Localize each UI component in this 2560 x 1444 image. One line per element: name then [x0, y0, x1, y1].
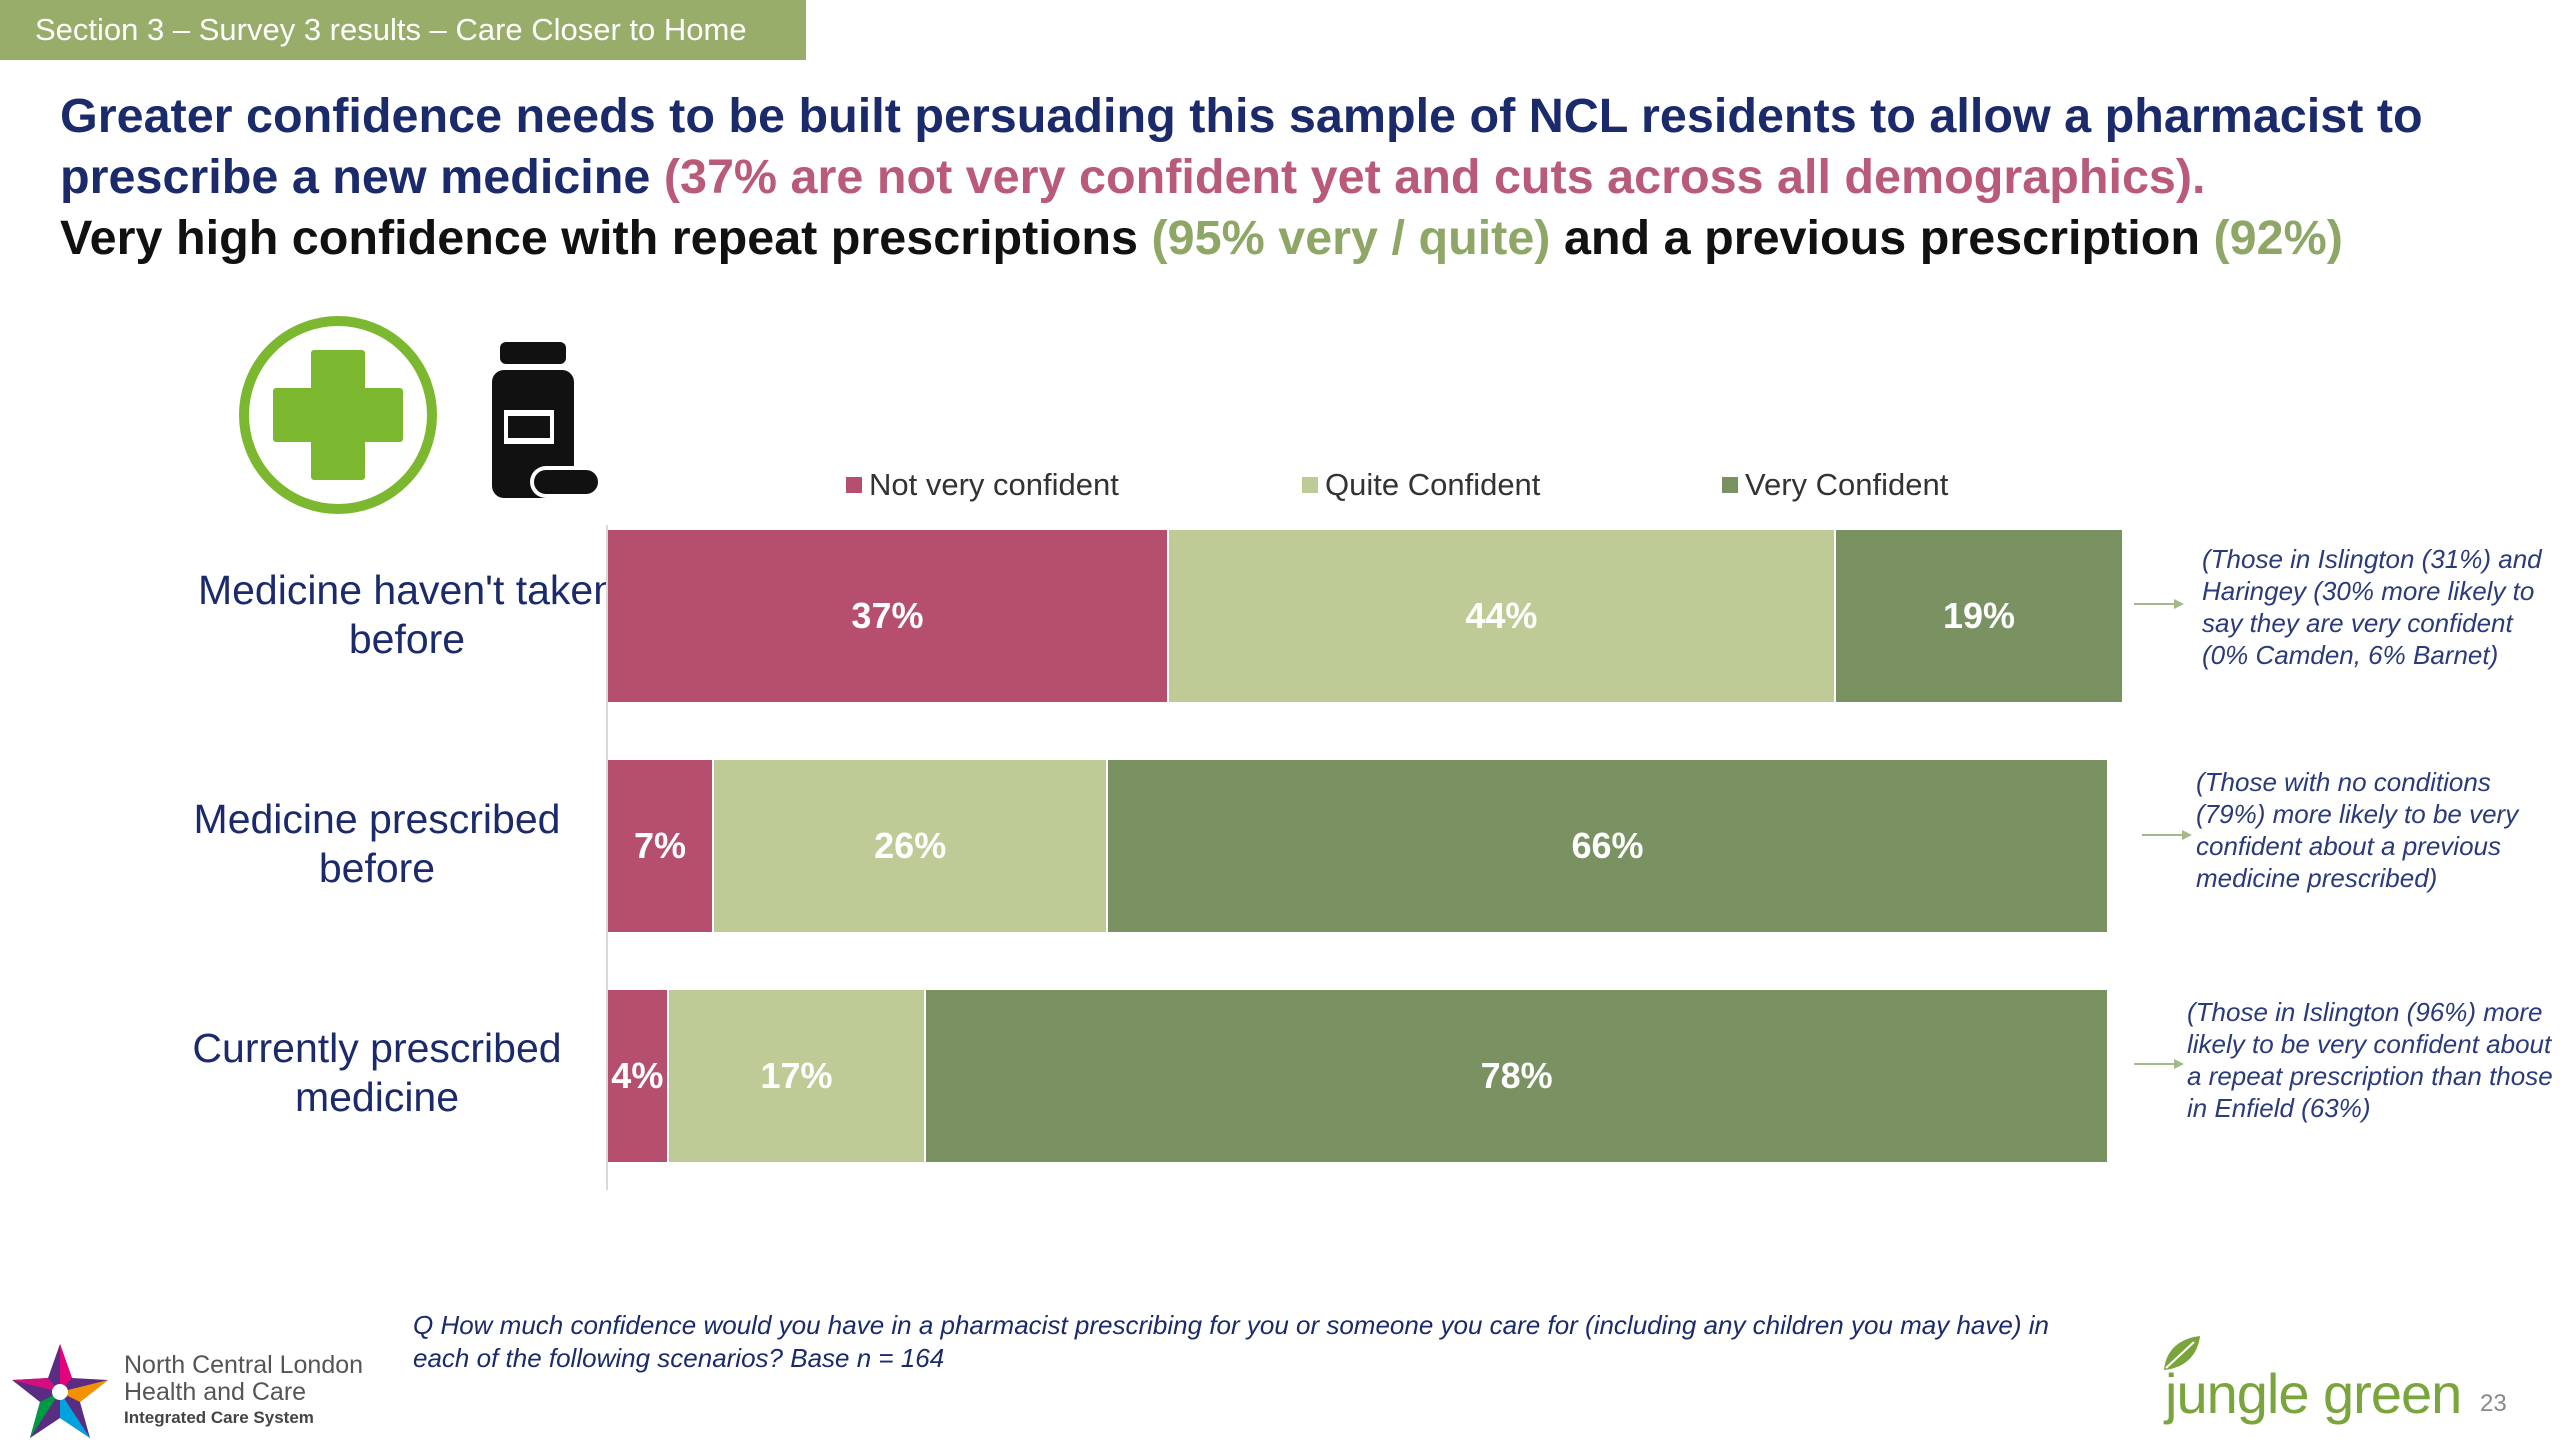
data-label-very-3: 78% [1480, 1055, 1553, 1096]
medicine-bottle-icon [492, 342, 602, 498]
ncl-logo-text: North Central London Health and Care Int… [124, 1352, 363, 1430]
bar-quite-2: 26% [714, 760, 1109, 932]
headline-part-6: (92%) [2213, 211, 2343, 265]
legend-swatch-very [1722, 477, 1738, 493]
ncl-line-2: Health and Care [124, 1378, 307, 1406]
headline-part-1: Greater confidence needs to be built per… [60, 89, 2423, 204]
data-label-not-very-1: 37% [851, 595, 924, 636]
bar-very-1: 19% [1835, 530, 2124, 702]
survey-question: Q How much confidence would you have in … [413, 1310, 2049, 1373]
headline: Greater confidence needs to be built per… [60, 86, 2500, 269]
leaf-icon [2164, 1336, 2200, 1370]
headline-part-3: Very high confidence with repeat prescri… [60, 211, 1139, 265]
data-label-not-very-3: 4% [611, 1055, 664, 1096]
bar-very-3: 78% [926, 990, 2109, 1162]
arrow-icon [2142, 830, 2192, 840]
bar-not-very-1: 37% [608, 530, 1169, 702]
legend-swatch-quite [1302, 477, 1318, 493]
arrow-icon [2134, 599, 2184, 609]
chart-axis-line [606, 525, 608, 1190]
legend-quite-confident: Quite Confident [1302, 463, 1540, 507]
headline-part-2: (37% are not very confident yet and cuts… [663, 150, 2206, 204]
data-label-not-very-2: 7% [634, 825, 687, 866]
legend-not-very-confident: Not very confident [846, 463, 1119, 507]
note-new-medicine: (Those in Islington (31%) and Haringey (… [2202, 544, 2542, 670]
chart-legend: Not very confident Quite Confident Very … [0, 463, 2560, 507]
data-label-quite-3: 17% [760, 1055, 833, 1096]
data-label-very-2: 66% [1571, 825, 1644, 866]
category-label-new-medicine: Medicine haven't taken before [197, 567, 617, 662]
data-label-quite-1: 44% [1465, 595, 1538, 636]
page-number: 23 [2480, 1390, 2507, 1417]
note-prescribed-before: (Those with no conditions (79%) more lik… [2196, 767, 2519, 893]
category-label-prescribed-before: Medicine prescribed before [193, 796, 561, 891]
legend-swatch-not-very [846, 477, 862, 493]
data-label-quite-2: 26% [874, 825, 947, 866]
legend-label-very: Very Confident [1745, 467, 1949, 502]
category-label-currently-prescribed: Currently prescribed medicine [192, 1025, 562, 1120]
legend-label-not-very: Not very confident [869, 467, 1119, 502]
arrow-icon [2134, 1059, 2184, 1069]
jungle-green-logo: jungle green [2165, 1362, 2462, 1425]
ncl-star-logo-icon [12, 1344, 108, 1438]
ncl-line-3: Integrated Care System [124, 1408, 314, 1427]
bar-very-2: 66% [1108, 760, 2109, 932]
legend-very-confident: Very Confident [1722, 463, 1948, 507]
medical-cross-icon [239, 316, 437, 514]
headline-part-5: and a previous prescription [1563, 211, 2200, 265]
data-label-very-1: 19% [1942, 595, 2015, 636]
bar-not-very-2: 7% [608, 760, 715, 932]
bar-quite-3: 17% [668, 990, 927, 1162]
ncl-line-1: North Central London [124, 1351, 364, 1379]
section-tab: Section 3 – Survey 3 results – Care Clos… [0, 0, 806, 60]
legend-label-quite: Quite Confident [1325, 467, 1541, 502]
note-currently-prescribed: (Those in Islington (96%) more likely to… [2187, 997, 2553, 1123]
bar-quite-1: 44% [1168, 530, 1836, 702]
bar-not-very-3: 4% [608, 990, 669, 1162]
headline-part-4: (95% very / quite) [1151, 211, 1551, 265]
